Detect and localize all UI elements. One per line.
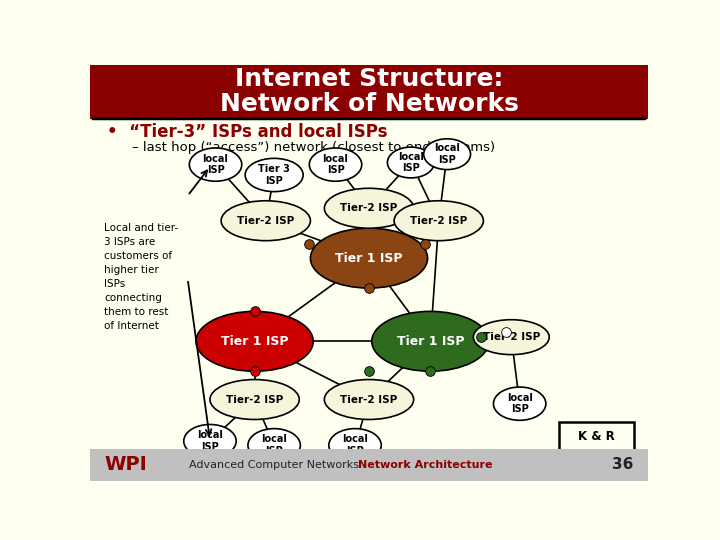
Text: Tier 1 ISP: Tier 1 ISP <box>397 335 464 348</box>
FancyBboxPatch shape <box>559 422 634 450</box>
Text: Tier 1 ISP: Tier 1 ISP <box>336 252 402 265</box>
Ellipse shape <box>310 148 361 181</box>
Text: local
ISP: local ISP <box>323 154 348 176</box>
Text: – last hop (“access”) network (closest to end systems): – last hop (“access”) network (closest t… <box>132 141 495 154</box>
Ellipse shape <box>196 312 313 371</box>
Text: Internet Structure:: Internet Structure: <box>235 68 503 91</box>
Text: WPI: WPI <box>104 455 147 474</box>
Text: K & R: K & R <box>578 430 615 443</box>
Text: Tier-2 ISP: Tier-2 ISP <box>341 203 397 213</box>
Ellipse shape <box>221 201 310 241</box>
Text: Tier-2 ISP: Tier-2 ISP <box>237 215 294 226</box>
Ellipse shape <box>189 148 242 181</box>
FancyBboxPatch shape <box>90 449 648 481</box>
Ellipse shape <box>248 429 300 462</box>
Ellipse shape <box>329 429 382 462</box>
Ellipse shape <box>310 228 428 288</box>
Ellipse shape <box>324 188 413 228</box>
Text: local
ISP: local ISP <box>434 144 460 165</box>
Ellipse shape <box>245 158 303 192</box>
Text: Tier-2 ISP: Tier-2 ISP <box>341 395 397 404</box>
Text: Network of Networks: Network of Networks <box>220 92 518 116</box>
Ellipse shape <box>184 424 236 458</box>
Text: local
ISP: local ISP <box>342 435 368 456</box>
Text: •  “Tier-3” ISPs and local ISPs: • “Tier-3” ISPs and local ISPs <box>107 123 387 141</box>
Ellipse shape <box>493 387 546 420</box>
Ellipse shape <box>324 380 413 420</box>
Text: Tier-2 ISP: Tier-2 ISP <box>410 215 467 226</box>
Ellipse shape <box>372 312 489 371</box>
Text: local
ISP: local ISP <box>197 430 223 452</box>
Text: Network Architecture: Network Architecture <box>358 460 492 470</box>
Text: local
ISP: local ISP <box>507 393 533 415</box>
Text: Tier-2 ISP: Tier-2 ISP <box>226 395 283 404</box>
Text: local
ISP: local ISP <box>261 435 287 456</box>
Ellipse shape <box>423 139 471 170</box>
Text: Tier 3
ISP: Tier 3 ISP <box>258 164 290 186</box>
Text: Local and tier-
3 ISPs are
customers of
higher tier
ISPs
connecting
them to rest: Local and tier- 3 ISPs are customers of … <box>104 223 179 331</box>
Text: 36: 36 <box>612 457 634 472</box>
FancyBboxPatch shape <box>90 65 648 119</box>
Ellipse shape <box>394 201 483 241</box>
Text: Tier-2 ISP: Tier-2 ISP <box>482 332 540 342</box>
Ellipse shape <box>210 380 300 420</box>
Text: Advanced Computer Networks: Advanced Computer Networks <box>189 460 359 470</box>
Ellipse shape <box>387 147 434 178</box>
Text: local
ISP: local ISP <box>202 154 228 176</box>
Text: local
ISP: local ISP <box>398 152 424 173</box>
Text: Tier 1 ISP: Tier 1 ISP <box>221 335 288 348</box>
Ellipse shape <box>473 320 549 355</box>
